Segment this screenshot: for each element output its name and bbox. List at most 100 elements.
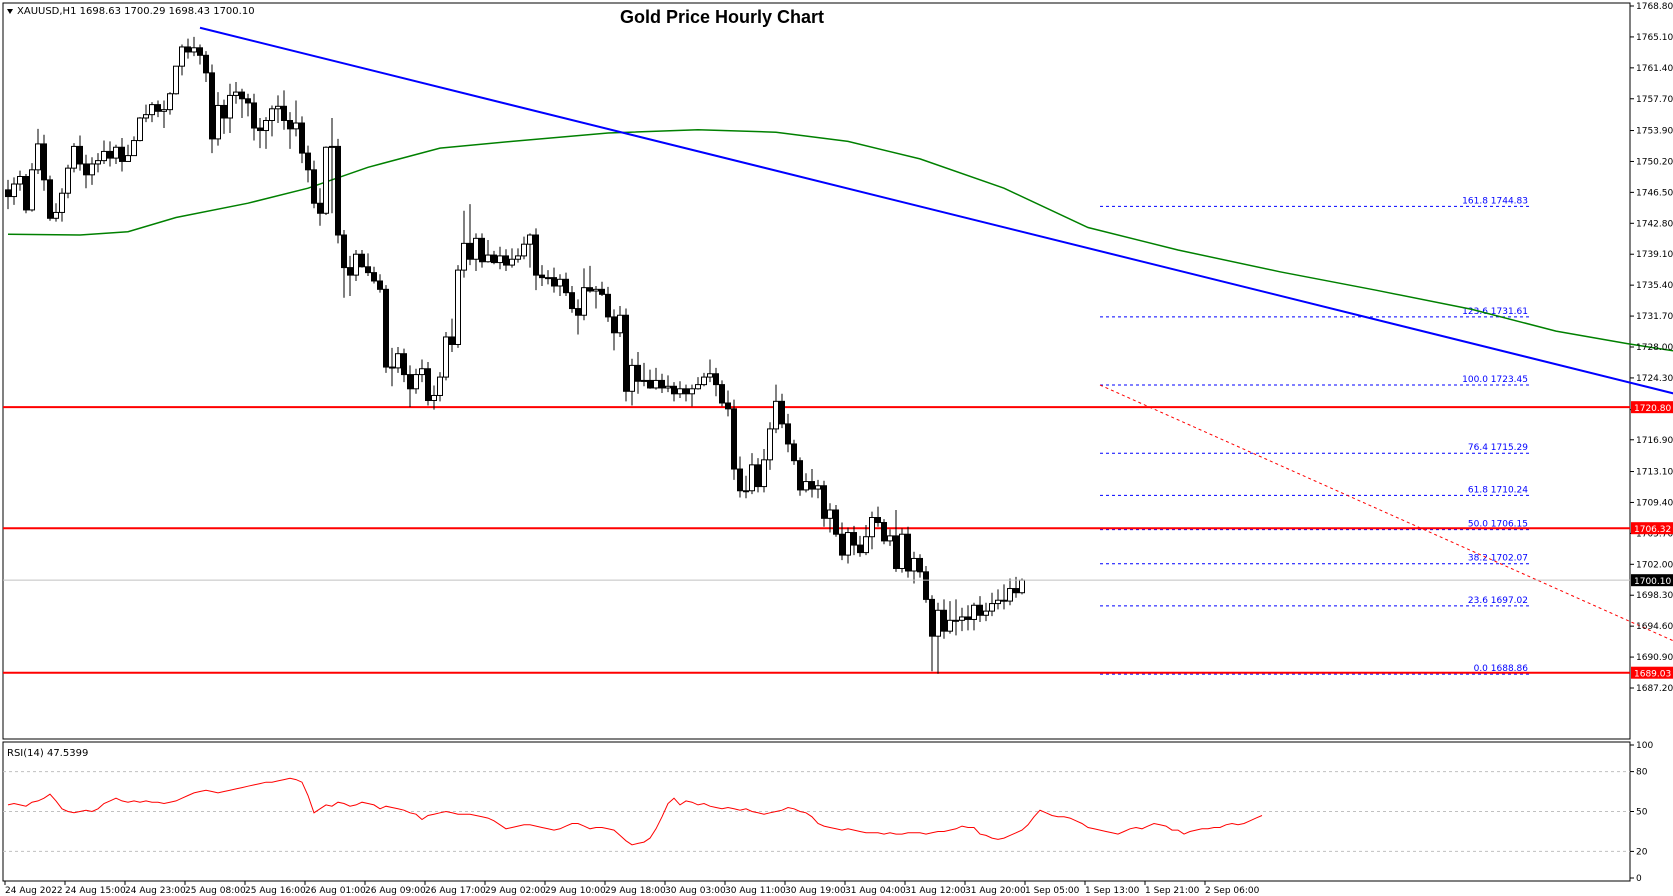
candle	[617, 306, 623, 337]
candle-body	[197, 47, 203, 56]
candle-body	[359, 253, 365, 268]
candle	[467, 204, 473, 266]
candle-body	[419, 368, 425, 376]
candle	[659, 373, 665, 393]
candle-body	[821, 485, 827, 519]
collapse-triangle-icon[interactable]	[7, 9, 13, 14]
price-tick-label: 1705.70	[1636, 529, 1673, 539]
candle-body	[803, 481, 809, 491]
candle-body	[641, 379, 647, 382]
candle-body	[479, 237, 485, 263]
candle	[251, 93, 257, 141]
candle	[275, 95, 281, 124]
candle	[35, 128, 41, 174]
candle-body	[755, 464, 761, 488]
candle	[113, 144, 119, 164]
candle	[503, 249, 509, 271]
candle	[137, 117, 143, 142]
candle-body	[179, 46, 185, 67]
candle-body	[563, 278, 569, 294]
candle-body	[737, 468, 743, 492]
candle	[623, 308, 629, 402]
candle	[575, 299, 581, 335]
candle-body	[941, 609, 947, 632]
candle	[959, 607, 965, 632]
candle	[737, 456, 743, 498]
candle	[653, 367, 659, 390]
candle	[515, 248, 521, 263]
candle-body	[131, 140, 137, 157]
candle-body	[503, 255, 509, 266]
candle-body	[1001, 599, 1007, 602]
price-tick-label: 1687.20	[1636, 684, 1673, 694]
candle	[281, 90, 287, 130]
candle	[365, 253, 371, 276]
candle	[797, 457, 803, 496]
candle	[563, 272, 569, 297]
candle-body	[791, 443, 797, 462]
candle	[29, 163, 35, 212]
time-tick-label: 2 Sep 06:00	[1205, 886, 1260, 896]
candle	[263, 117, 269, 149]
candle-body	[635, 364, 641, 382]
candle	[389, 347, 395, 387]
candle	[47, 175, 53, 221]
candle-body	[887, 535, 893, 542]
candle-body	[533, 234, 539, 276]
candle-body	[299, 122, 305, 154]
price-tick-label: 1761.40	[1636, 64, 1673, 74]
candle-body	[203, 54, 209, 74]
candle-body	[713, 373, 719, 386]
candle	[125, 144, 131, 162]
candle	[401, 348, 407, 383]
candle	[11, 177, 17, 205]
candle-body	[773, 400, 779, 430]
candle	[293, 100, 299, 137]
level-price-label: 1689.03	[1634, 670, 1671, 680]
candle-body	[557, 278, 563, 287]
candle	[743, 475, 749, 499]
price-tick-label: 1750.20	[1636, 157, 1673, 167]
price-tick-label: 1765.10	[1636, 33, 1673, 43]
candle	[5, 179, 11, 210]
sma-line	[7, 128, 1673, 352]
candle-body	[407, 374, 413, 390]
candle	[905, 526, 911, 578]
fib-level-label: 123.6 1731.61	[1462, 307, 1528, 317]
candle	[983, 602, 989, 622]
candle	[665, 375, 671, 393]
candle	[101, 140, 107, 164]
candle	[191, 36, 197, 57]
candle-body	[731, 408, 737, 470]
candle-body	[155, 104, 161, 112]
candle-body	[83, 163, 89, 176]
candle-body	[647, 379, 653, 389]
candle	[479, 233, 485, 268]
candle-body	[413, 374, 419, 390]
candle-body	[911, 557, 917, 572]
rsi-tick-label: 100	[1636, 741, 1653, 751]
candle-body	[239, 91, 245, 100]
rsi-tick-label: 0	[1636, 874, 1642, 884]
candle	[299, 116, 305, 164]
fibonacci-levels: 161.8 1744.83 123.6 1731.61 100.0 1723.45 7…	[1099, 196, 1673, 675]
candle-body	[617, 314, 623, 334]
price-tick-label: 1713.10	[1636, 468, 1673, 478]
time-tick-label: 1 Sep 05:00	[1025, 886, 1080, 896]
time-tick-label: 30 Aug 03:00	[665, 886, 726, 896]
rsi-tick-label: 50	[1636, 808, 1648, 818]
candle-body	[719, 384, 725, 404]
candle-body	[599, 288, 605, 295]
candle	[359, 250, 365, 268]
price-panel-frame	[2, 2, 1631, 740]
candle	[413, 368, 419, 394]
candle-body	[101, 150, 107, 162]
candle-body	[1019, 579, 1025, 594]
candle-body	[251, 102, 257, 129]
candle	[815, 479, 821, 499]
candle	[899, 528, 905, 573]
candle-body	[467, 242, 473, 260]
candle-body	[209, 72, 215, 140]
candle	[485, 240, 491, 263]
candle	[965, 605, 971, 631]
